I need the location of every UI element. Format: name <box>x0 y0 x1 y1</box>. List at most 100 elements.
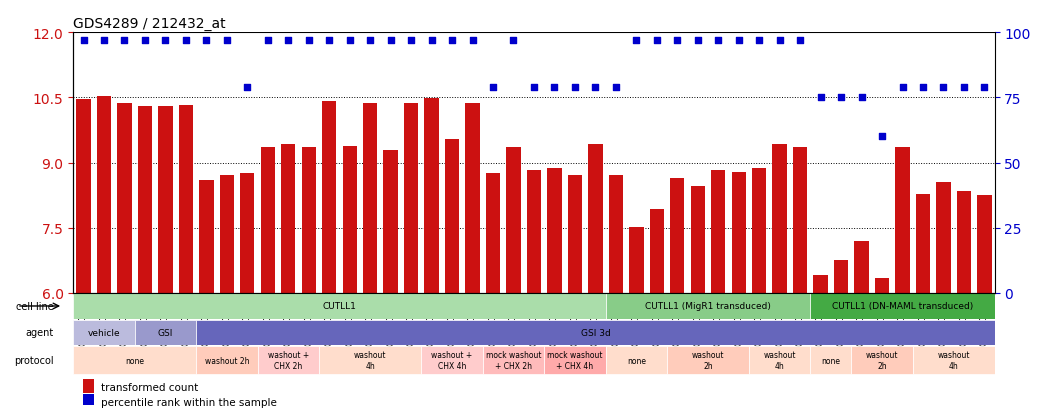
Point <box>178 38 195 44</box>
Text: washout
4h: washout 4h <box>937 351 970 370</box>
Point <box>239 84 255 91</box>
Text: agent: agent <box>25 327 53 337</box>
Bar <box>138 107 152 293</box>
Point <box>116 38 133 44</box>
Point <box>689 38 706 44</box>
Bar <box>548 169 561 293</box>
Point <box>300 38 317 44</box>
Point <box>772 38 788 44</box>
FancyBboxPatch shape <box>196 346 258 375</box>
Bar <box>83 394 93 408</box>
Text: percentile rank within the sample: percentile rank within the sample <box>101 397 276 407</box>
Point <box>320 38 337 44</box>
Text: CUTLL1 (MigR1 transduced): CUTLL1 (MigR1 transduced) <box>645 302 771 311</box>
FancyBboxPatch shape <box>851 346 913 375</box>
Point <box>198 38 215 44</box>
FancyBboxPatch shape <box>810 294 995 319</box>
Bar <box>179 106 193 293</box>
FancyBboxPatch shape <box>421 346 483 375</box>
Point <box>853 95 870 102</box>
Point <box>751 38 767 44</box>
Bar <box>342 147 357 293</box>
Point <box>547 84 563 91</box>
FancyBboxPatch shape <box>810 346 851 375</box>
Point <box>280 38 296 44</box>
Bar <box>691 187 705 293</box>
Text: GDS4289 / 212432_at: GDS4289 / 212432_at <box>73 17 226 31</box>
Bar <box>240 173 254 293</box>
Point <box>260 38 276 44</box>
Text: washout
2h: washout 2h <box>692 351 725 370</box>
Text: none: none <box>627 356 646 365</box>
Bar <box>445 139 460 293</box>
FancyBboxPatch shape <box>73 320 135 345</box>
Bar <box>895 148 910 293</box>
Point <box>915 84 932 91</box>
Text: washout +
CHX 2h: washout + CHX 2h <box>268 351 309 370</box>
FancyBboxPatch shape <box>749 346 810 375</box>
FancyBboxPatch shape <box>258 346 319 375</box>
FancyBboxPatch shape <box>913 346 995 375</box>
Point <box>792 38 808 44</box>
Text: CUTLL1: CUTLL1 <box>322 302 356 311</box>
Point <box>628 38 645 44</box>
Text: cell line: cell line <box>16 301 53 311</box>
Point <box>566 84 583 91</box>
Bar <box>199 180 214 293</box>
Bar <box>117 104 132 293</box>
Point <box>710 38 727 44</box>
Text: washout
4h: washout 4h <box>354 351 386 370</box>
Text: washout
4h: washout 4h <box>763 351 796 370</box>
Bar <box>567 175 582 293</box>
Point <box>423 38 440 44</box>
Point <box>219 38 236 44</box>
Bar <box>649 210 664 293</box>
Point <box>505 38 521 44</box>
Bar <box>629 227 644 293</box>
FancyBboxPatch shape <box>196 320 995 345</box>
Bar <box>936 183 951 293</box>
Bar <box>833 261 848 293</box>
Text: none: none <box>821 356 841 365</box>
Bar <box>507 148 520 293</box>
Text: GSI 3d: GSI 3d <box>580 328 610 337</box>
FancyBboxPatch shape <box>544 346 605 375</box>
Bar <box>261 148 275 293</box>
Point <box>956 84 973 91</box>
Bar <box>486 173 500 293</box>
Point <box>464 38 481 44</box>
Bar <box>711 171 726 293</box>
Text: protocol: protocol <box>15 355 53 365</box>
Bar <box>916 195 930 293</box>
Point <box>136 38 153 44</box>
Bar <box>83 380 93 393</box>
Text: CUTLL1 (DN-MAML transduced): CUTLL1 (DN-MAML transduced) <box>832 302 973 311</box>
Text: transformed count: transformed count <box>101 382 198 392</box>
Bar <box>588 145 603 293</box>
Bar <box>773 145 787 293</box>
Text: washout +
CHX 4h: washout + CHX 4h <box>431 351 472 370</box>
Point <box>832 95 849 102</box>
Point <box>976 84 993 91</box>
Point <box>382 38 399 44</box>
FancyBboxPatch shape <box>667 346 749 375</box>
Point <box>403 38 420 44</box>
Bar <box>281 145 295 293</box>
FancyBboxPatch shape <box>605 294 810 319</box>
FancyBboxPatch shape <box>135 320 196 345</box>
Bar <box>96 97 111 293</box>
Point <box>669 38 686 44</box>
Point <box>362 38 379 44</box>
Point <box>648 38 665 44</box>
Text: washout 2h: washout 2h <box>204 356 249 365</box>
Bar <box>527 171 541 293</box>
Bar <box>670 178 685 293</box>
Text: vehicle: vehicle <box>88 328 120 337</box>
Bar <box>854 241 869 293</box>
FancyBboxPatch shape <box>73 346 196 375</box>
Point <box>894 84 911 91</box>
Text: mock washout
+ CHX 4h: mock washout + CHX 4h <box>548 351 603 370</box>
Bar <box>404 103 419 293</box>
Point <box>607 84 624 91</box>
Point <box>587 84 604 91</box>
